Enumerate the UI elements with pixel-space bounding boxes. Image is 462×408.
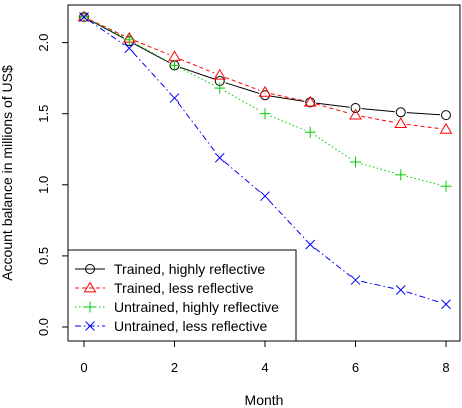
- series-line-segment: [89, 19, 125, 38]
- x-axis-ticks: 0 2 4 6 8: [80, 340, 450, 375]
- series-line-segment: [361, 108, 395, 113]
- series-3: [78, 11, 452, 192]
- data-point: [169, 93, 180, 103]
- series-line-segment: [134, 40, 170, 56]
- data-point: [79, 12, 89, 22]
- data-point: [305, 97, 316, 108]
- legend-label: Trained, less reflective: [114, 280, 254, 296]
- series-line-segment: [314, 135, 351, 160]
- series-line-segment: [179, 67, 215, 86]
- data-point: [439, 122, 453, 134]
- legend-item: Untrained, less reflective: [75, 318, 268, 334]
- series-line-segment: [406, 112, 441, 116]
- legend-marker: [84, 301, 96, 313]
- data-point: [349, 108, 362, 120]
- y-axis-ticks: 0.0 0.5 1.0 1.5 2.0: [36, 34, 69, 336]
- series-line-segment: [88, 20, 125, 46]
- x-axis-label: Month: [245, 392, 284, 408]
- series-line-segment: [177, 102, 217, 154]
- y-tick-label: 0.0: [36, 318, 51, 336]
- legend-label: Untrained, highly reflective: [114, 299, 279, 315]
- series-line-segment: [224, 90, 261, 112]
- series-line-segment: [315, 103, 350, 114]
- series-line-segment: [89, 19, 125, 37]
- data-point: [305, 239, 316, 250]
- series-line-segment: [270, 115, 305, 131]
- series-line-segment: [89, 19, 125, 39]
- legend-box: [67, 249, 297, 342]
- data-point: [214, 152, 225, 163]
- data-point: [123, 34, 135, 46]
- legend-marker: [83, 281, 97, 293]
- data-point: [441, 110, 451, 121]
- legend-item: Trained, highly reflective: [75, 261, 265, 277]
- series-line-segment: [406, 123, 441, 130]
- series-line-segment: [225, 76, 260, 91]
- series-line-segment: [134, 42, 170, 63]
- data-point: [395, 107, 406, 118]
- data-point: [213, 68, 227, 80]
- legend-marker: [85, 264, 95, 274]
- y-tick-label: 1.5: [36, 105, 51, 123]
- series-line-segment: [180, 66, 215, 80]
- legend-item: Trained, less reflective: [75, 280, 254, 296]
- legend-marker: [85, 321, 95, 331]
- y-axis-label: Account balance in millions of US$: [0, 65, 15, 281]
- series-1: [79, 12, 451, 121]
- legend-label: Untrained, less reflective: [114, 318, 268, 334]
- series-line-segment: [268, 200, 307, 241]
- series-4: [79, 12, 451, 310]
- data-point: [394, 117, 408, 129]
- y-tick-label: 2.0: [36, 34, 51, 52]
- data-point: [440, 180, 452, 192]
- data-point: [441, 299, 451, 310]
- data-point: [350, 275, 361, 285]
- series-line-segment: [132, 52, 171, 94]
- y-tick-label: 1.0: [36, 176, 51, 194]
- data-point: [258, 85, 272, 97]
- data-point: [350, 103, 361, 114]
- data-point: [214, 82, 226, 94]
- x-tick-label: 4: [261, 360, 268, 375]
- x-tick-label: 8: [442, 360, 449, 375]
- data-point: [260, 191, 270, 202]
- legend: Trained, highly reflective Trained, less …: [67, 249, 297, 342]
- data-point: [350, 156, 361, 168]
- x-tick-label: 6: [352, 360, 359, 375]
- series-line-segment: [270, 95, 305, 102]
- data-point: [395, 285, 406, 295]
- series-line-segment: [224, 161, 261, 193]
- data-point: [303, 95, 317, 107]
- data-point: [124, 43, 135, 54]
- series-line-segment: [406, 175, 441, 186]
- data-point: [304, 126, 316, 138]
- series-line-segment: [361, 280, 395, 290]
- x-tick-label: 2: [171, 360, 178, 375]
- data-point: [169, 59, 180, 71]
- series-line-segment: [225, 82, 260, 94]
- series-line-segment: [316, 102, 350, 108]
- series-line-segment: [406, 291, 441, 303]
- series-line-segment: [361, 163, 396, 174]
- data-point: [259, 108, 271, 120]
- y-tick-label: 0.5: [36, 247, 51, 265]
- x-tick-label: 0: [80, 360, 87, 375]
- legend-item: Untrained, highly reflective: [75, 299, 279, 315]
- series-line-segment: [314, 247, 352, 277]
- series-line-segment: [270, 93, 305, 102]
- series-line-segment: [179, 58, 215, 74]
- legend-label: Trained, highly reflective: [114, 261, 265, 277]
- series-line-segment: [361, 115, 395, 124]
- series-layer: [77, 10, 453, 310]
- data-point: [395, 169, 407, 181]
- data-point: [168, 50, 181, 62]
